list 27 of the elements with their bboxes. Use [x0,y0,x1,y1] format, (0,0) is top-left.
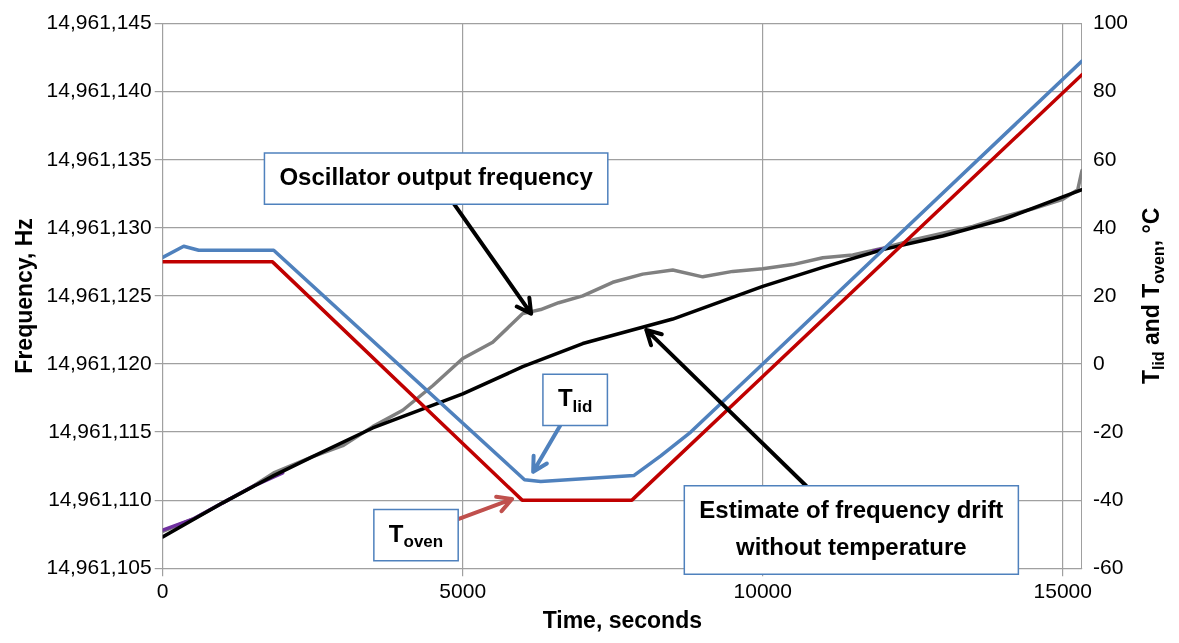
y2-tick-label: 20 [1092,282,1117,306]
y2-tick-label: 0 [1092,350,1105,374]
y2-tick-label: -20 [1092,418,1124,442]
y-tick-label: 14,961,125 [46,282,152,306]
x-tick-label: 10000 [733,578,792,602]
y2-tick-label: 100 [1092,10,1129,34]
y-axis-title: Frequency, Hz [11,218,38,374]
y2-tick-label: 60 [1092,146,1117,170]
y-tick-label: 14,961,110 [48,486,152,510]
y-tick-label: 14,961,140 [46,78,152,102]
y-tick-label: 14,961,115 [48,418,152,442]
y2-tick-label: 80 [1092,78,1117,102]
annotation: Oscillator output frequency [279,163,594,191]
x-tick-label: 5000 [439,578,487,602]
y-tick-label: 14,961,105 [46,555,152,578]
x-tick-label: 0 [156,578,169,602]
y-tick-label: 14,961,145 [46,10,152,34]
y-tick-label: 14,961,120 [46,350,152,374]
y2-tick-label: -60 [1092,555,1124,578]
x-axis-title: Time, seconds [542,606,703,633]
y2-axis-title: Tlid and Toven, °C [1138,207,1168,385]
y2-tick-label: -40 [1092,486,1124,510]
x-tick-label: 15000 [1033,578,1092,602]
y2-tick-label: 40 [1092,214,1117,238]
y-tick-label: 14,961,130 [46,214,152,238]
y-tick-label: 14,961,135 [46,146,152,170]
annotation: Estimate of frequency drift without temperature [699,495,1004,561]
